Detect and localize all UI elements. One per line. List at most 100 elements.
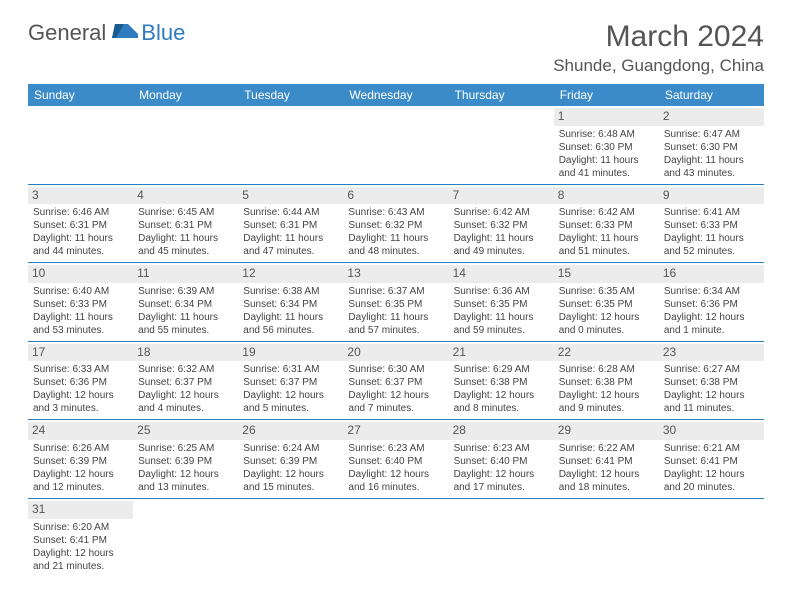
cell-line-ss: Sunset: 6:31 PM: [243, 219, 338, 232]
cell-line-ss: Sunset: 6:38 PM: [664, 376, 759, 389]
cell-line-dl2: and 43 minutes.: [664, 167, 759, 180]
weekday-header: Friday: [554, 84, 659, 106]
cell-line-dl2: and 44 minutes.: [33, 245, 128, 258]
cell-line-ss: Sunset: 6:38 PM: [454, 376, 549, 389]
calendar-cell: 14Sunrise: 6:36 AMSunset: 6:35 PMDayligh…: [449, 263, 554, 342]
day-number: 14: [449, 265, 554, 283]
cell-line-sr: Sunrise: 6:37 AM: [348, 285, 443, 298]
day-number: 26: [238, 422, 343, 440]
cell-line-dl1: Daylight: 12 hours: [33, 547, 128, 560]
cell-line-ss: Sunset: 6:31 PM: [33, 219, 128, 232]
cell-line-sr: Sunrise: 6:40 AM: [33, 285, 128, 298]
calendar-cell: 25Sunrise: 6:25 AMSunset: 6:39 PMDayligh…: [133, 420, 238, 499]
calendar-cell: 4Sunrise: 6:45 AMSunset: 6:31 PMDaylight…: [133, 184, 238, 263]
cell-line-dl2: and 13 minutes.: [138, 481, 233, 494]
cell-line-dl1: Daylight: 12 hours: [664, 468, 759, 481]
cell-line-dl1: Daylight: 11 hours: [348, 311, 443, 324]
day-number: 28: [449, 422, 554, 440]
cell-line-sr: Sunrise: 6:22 AM: [559, 442, 654, 455]
calendar-cell: 1Sunrise: 6:48 AMSunset: 6:30 PMDaylight…: [554, 106, 659, 184]
calendar-cell: 21Sunrise: 6:29 AMSunset: 6:38 PMDayligh…: [449, 341, 554, 420]
day-number: 17: [28, 344, 133, 362]
calendar-row: 31Sunrise: 6:20 AMSunset: 6:41 PMDayligh…: [28, 498, 764, 576]
location: Shunde, Guangdong, China: [553, 56, 764, 76]
cell-line-dl2: and 16 minutes.: [348, 481, 443, 494]
calendar-row: 24Sunrise: 6:26 AMSunset: 6:39 PMDayligh…: [28, 420, 764, 499]
cell-line-ss: Sunset: 6:37 PM: [138, 376, 233, 389]
cell-line-sr: Sunrise: 6:31 AM: [243, 363, 338, 376]
cell-line-dl1: Daylight: 11 hours: [454, 232, 549, 245]
day-number: 29: [554, 422, 659, 440]
cell-line-ss: Sunset: 6:32 PM: [454, 219, 549, 232]
day-number: 15: [554, 265, 659, 283]
cell-line-ss: Sunset: 6:39 PM: [138, 455, 233, 468]
cell-line-dl2: and 4 minutes.: [138, 402, 233, 415]
weekday-header: Wednesday: [343, 84, 448, 106]
cell-line-dl1: Daylight: 11 hours: [138, 232, 233, 245]
calendar-cell: [343, 498, 448, 576]
calendar-row: 10Sunrise: 6:40 AMSunset: 6:33 PMDayligh…: [28, 263, 764, 342]
day-number: 20: [343, 344, 448, 362]
header: General Blue March 2024 Shunde, Guangdon…: [28, 20, 764, 76]
cell-line-sr: Sunrise: 6:34 AM: [664, 285, 759, 298]
cell-line-dl1: Daylight: 11 hours: [33, 232, 128, 245]
cell-line-sr: Sunrise: 6:47 AM: [664, 128, 759, 141]
cell-line-dl2: and 17 minutes.: [454, 481, 549, 494]
day-number: 24: [28, 422, 133, 440]
cell-line-ss: Sunset: 6:39 PM: [243, 455, 338, 468]
calendar-cell: 3Sunrise: 6:46 AMSunset: 6:31 PMDaylight…: [28, 184, 133, 263]
calendar-cell: [238, 106, 343, 184]
calendar-cell: 19Sunrise: 6:31 AMSunset: 6:37 PMDayligh…: [238, 341, 343, 420]
cell-line-dl2: and 56 minutes.: [243, 324, 338, 337]
cell-line-dl2: and 45 minutes.: [138, 245, 233, 258]
cell-line-ss: Sunset: 6:36 PM: [33, 376, 128, 389]
day-number: 8: [554, 187, 659, 205]
day-number: 21: [449, 344, 554, 362]
cell-line-dl1: Daylight: 11 hours: [559, 232, 654, 245]
day-number: 5: [238, 187, 343, 205]
calendar-cell: 9Sunrise: 6:41 AMSunset: 6:33 PMDaylight…: [659, 184, 764, 263]
cell-line-dl2: and 41 minutes.: [559, 167, 654, 180]
cell-line-sr: Sunrise: 6:42 AM: [559, 206, 654, 219]
cell-line-dl1: Daylight: 12 hours: [33, 468, 128, 481]
cell-line-dl2: and 8 minutes.: [454, 402, 549, 415]
cell-line-sr: Sunrise: 6:26 AM: [33, 442, 128, 455]
calendar-body: 1Sunrise: 6:48 AMSunset: 6:30 PMDaylight…: [28, 106, 764, 577]
cell-line-dl2: and 7 minutes.: [348, 402, 443, 415]
cell-line-dl1: Daylight: 12 hours: [454, 468, 549, 481]
day-number: 22: [554, 344, 659, 362]
cell-line-dl1: Daylight: 12 hours: [664, 389, 759, 402]
day-number: 13: [343, 265, 448, 283]
day-number: 19: [238, 344, 343, 362]
calendar-row: 1Sunrise: 6:48 AMSunset: 6:30 PMDaylight…: [28, 106, 764, 184]
weekday-header: Thursday: [449, 84, 554, 106]
day-number: 23: [659, 344, 764, 362]
cell-line-ss: Sunset: 6:39 PM: [33, 455, 128, 468]
cell-line-sr: Sunrise: 6:20 AM: [33, 521, 128, 534]
title-block: March 2024 Shunde, Guangdong, China: [553, 20, 764, 76]
calendar-cell: 29Sunrise: 6:22 AMSunset: 6:41 PMDayligh…: [554, 420, 659, 499]
cell-line-sr: Sunrise: 6:21 AM: [664, 442, 759, 455]
calendar-cell: 31Sunrise: 6:20 AMSunset: 6:41 PMDayligh…: [28, 498, 133, 576]
day-number: 7: [449, 187, 554, 205]
cell-line-sr: Sunrise: 6:43 AM: [348, 206, 443, 219]
cell-line-dl1: Daylight: 12 hours: [138, 468, 233, 481]
cell-line-dl1: Daylight: 11 hours: [664, 232, 759, 245]
cell-line-sr: Sunrise: 6:38 AM: [243, 285, 338, 298]
cell-line-ss: Sunset: 6:41 PM: [33, 534, 128, 547]
cell-line-ss: Sunset: 6:37 PM: [243, 376, 338, 389]
cell-line-sr: Sunrise: 6:24 AM: [243, 442, 338, 455]
day-number: 30: [659, 422, 764, 440]
cell-line-dl2: and 55 minutes.: [138, 324, 233, 337]
cell-line-sr: Sunrise: 6:25 AM: [138, 442, 233, 455]
weekday-header: Tuesday: [238, 84, 343, 106]
cell-line-ss: Sunset: 6:38 PM: [559, 376, 654, 389]
calendar-cell: [659, 498, 764, 576]
cell-line-ss: Sunset: 6:30 PM: [559, 141, 654, 154]
cell-line-ss: Sunset: 6:34 PM: [243, 298, 338, 311]
day-number: 4: [133, 187, 238, 205]
cell-line-dl2: and 9 minutes.: [559, 402, 654, 415]
weekday-header: Saturday: [659, 84, 764, 106]
day-number: 12: [238, 265, 343, 283]
cell-line-dl2: and 59 minutes.: [454, 324, 549, 337]
